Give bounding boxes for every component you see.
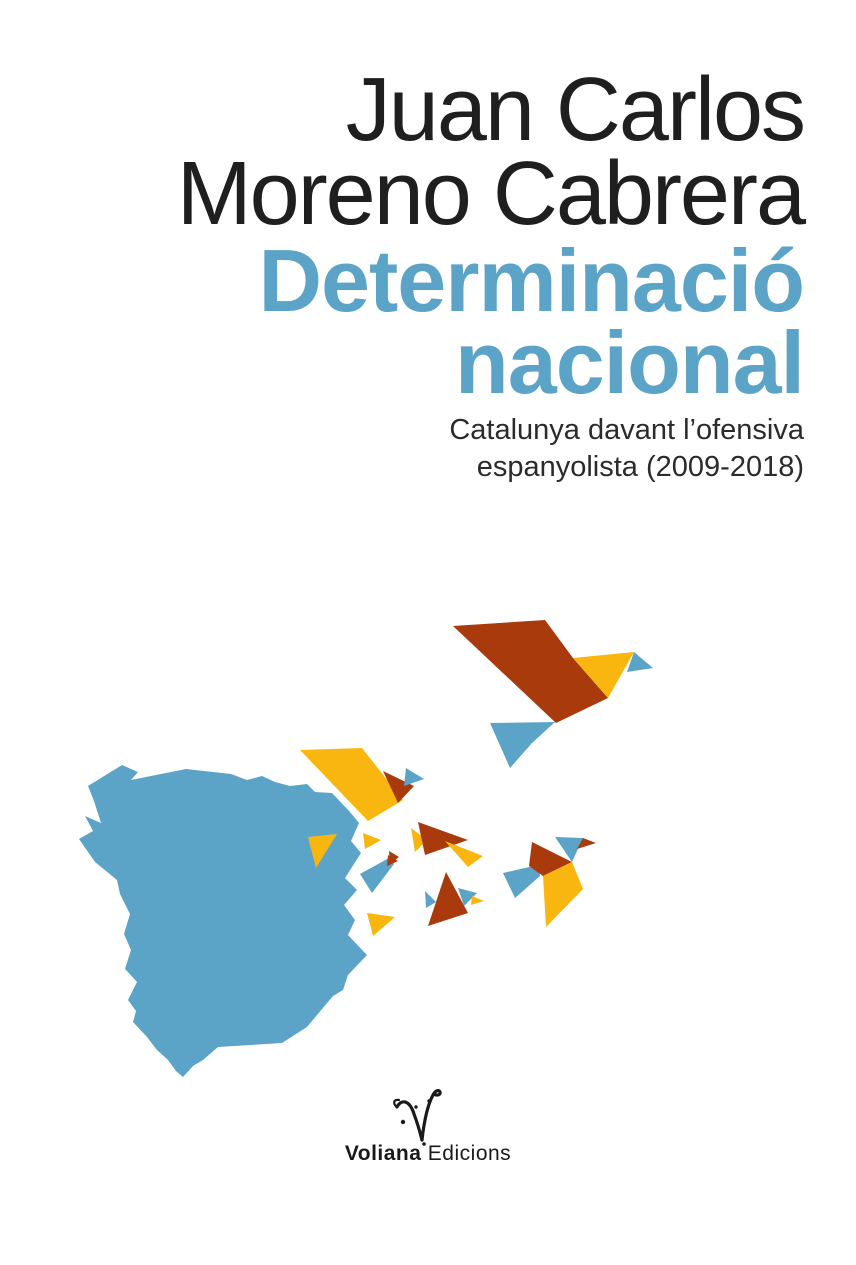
paper-fragments [360,833,399,936]
fragment-yellow-small [363,833,381,849]
bird-coast-beak [404,768,424,786]
bird-smallbottom-wingtip [425,891,436,908]
flourish-left-stroke [395,1100,424,1142]
cover-titles: Juan Carlos Moreno Cabrera Determinació … [40,60,806,486]
bird-coast-head [383,771,414,803]
bird-large-head [573,652,634,698]
fragment-blue-bird [360,858,394,893]
title-line-2: nacional [455,313,805,412]
map-notch-fragment [308,834,337,868]
publisher-suffix: Edicions [427,1142,512,1165]
book-subtitle: Catalunya davant l’ofensiva espanyolista… [40,412,804,486]
bird-large-tail [490,722,555,768]
bird-smalltop-wingtip [411,828,427,852]
bird-smallbottom-beak [471,896,484,905]
origami-bird-small-bottom [425,872,484,926]
bird-large-body [453,620,608,723]
spain-map-shape [79,765,367,1077]
bird-midright-beak [577,838,596,849]
author-name: Juan Carlos Moreno Cabrera [40,60,806,244]
flourish-left-curl [393,1098,401,1109]
bird-midright-head [555,837,583,862]
fragment-yellow-lower [367,913,395,936]
bird-smallbottom-head [458,888,477,906]
origami-bird-small-top [411,822,483,867]
bird-large-beak [627,652,653,672]
flourish-dot-3 [427,1099,431,1103]
bird-midright-wing [503,865,540,898]
bird-midright-tail [543,862,583,927]
flourish-dot-2 [414,1105,418,1109]
fragment-red-tip [387,855,398,866]
spain-map [79,765,367,1077]
author-line-2: Moreno Cabrera [176,144,806,244]
origami-bird-mid-right [503,837,596,927]
flourish-dot-4 [422,1142,426,1146]
author-line-1: Juan Carlos [345,60,806,160]
publisher-logo: Voliana Edicions [0,1142,856,1166]
origami-bird-large [453,620,653,768]
origami-bird-coast [300,748,424,821]
publisher-mark-icon [393,1088,442,1146]
book-title: Determinació nacional [40,231,805,412]
bird-midright-body [529,842,572,876]
bird-coast-wing [300,748,403,821]
subtitle-line-2: espanyolista (2009-2018) [476,451,804,483]
bird-smalltop-tail [445,841,483,867]
publisher-name: Voliana [344,1142,422,1165]
subtitle-line-1: Catalunya davant l’ofensiva [449,414,804,446]
flourish-right-stroke [420,1088,442,1142]
flourish-dot-1 [400,1119,406,1125]
bird-smallbottom-body [428,872,468,926]
bird-smalltop-body [418,822,468,855]
title-line-1: Determinació [258,231,805,330]
